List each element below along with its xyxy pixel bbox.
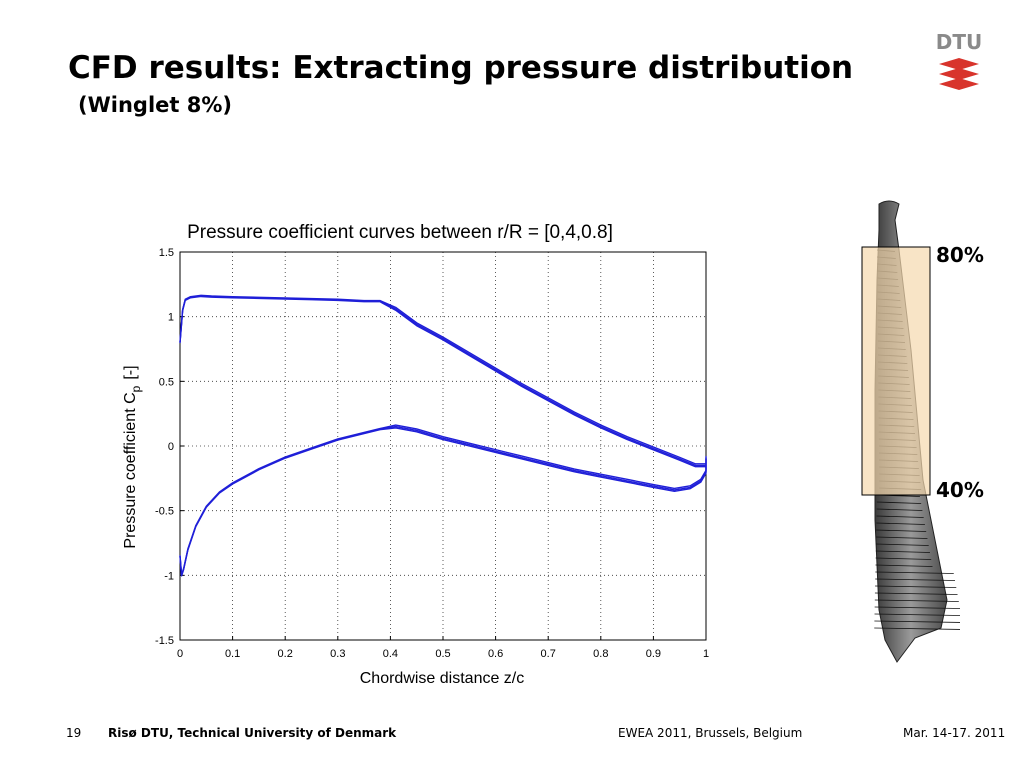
dtu-logo: DTU (934, 30, 984, 94)
highlight-region (861, 246, 931, 496)
x-tick-label: 0.2 (278, 648, 293, 660)
blade-section-line (876, 515, 924, 518)
y-tick-label: -1.5 (155, 635, 174, 647)
x-tick-label: 0.8 (593, 648, 608, 660)
x-tick-label: 0 (177, 648, 183, 660)
blade-section-line (874, 620, 960, 623)
x-tick-label: 0.1 (225, 648, 240, 660)
blade-section-line (876, 522, 925, 525)
x-tick-label: 0.3 (330, 648, 345, 660)
blade-section-line (875, 564, 933, 567)
blade-section-line (876, 508, 923, 511)
chart-title: Pressure coefficient curves between r/R … (187, 222, 613, 243)
slide-subtitle: (Winglet 8%) (78, 93, 232, 117)
x-axis-ticks: 0 0.1 0.2 0.3 0.4 0.5 0.6 0.7 0.8 0.9 1 (177, 636, 709, 660)
suction-side-curve (179, 294, 706, 465)
y-tick-label: 0 (168, 441, 174, 453)
pressure-coefficient-chart: Pressure coefficient curves between r/R … (122, 222, 709, 687)
plot-area-frame (179, 251, 707, 641)
x-tick-label: 0.9 (646, 648, 661, 660)
label-80-percent: 80% (936, 243, 984, 267)
blade-section-line (875, 550, 930, 553)
pressure-side-curve (179, 427, 707, 577)
x-tick-label: 1 (703, 648, 709, 660)
slide-title: CFD results: Extracting pressure distrib… (68, 50, 854, 86)
y-tick-label: -1 (164, 570, 174, 582)
footer-date: Mar. 14-17. 2011 (903, 726, 1006, 740)
y-axis-label-subscript: p (129, 385, 143, 392)
logo-text: DTU (935, 30, 983, 54)
blade-section-line (876, 501, 922, 504)
blade-section-line (875, 571, 954, 574)
y-tick-label: 0.5 (159, 376, 174, 388)
blade-section-line (875, 557, 932, 560)
blade-section-line (876, 536, 928, 539)
blade-section-line (875, 543, 929, 546)
blade-section-line (874, 613, 960, 616)
y-tick-label: 1.5 (159, 247, 174, 259)
x-tick-label: 0.5 (435, 648, 450, 660)
blade-section-line (874, 599, 959, 602)
y-axis-ticks: 1.5 1 0.5 0 -0.5 -1 -1.5 (155, 247, 184, 647)
blade-section-line (874, 592, 958, 595)
y-tick-label: -0.5 (155, 506, 174, 518)
logo-red-bands (939, 58, 979, 90)
footer-event: EWEA 2011, Brussels, Belgium (618, 726, 803, 740)
x-tick-label: 0.6 (488, 648, 503, 660)
x-tick-label: 0.4 (383, 648, 398, 660)
x-axis-label: Chordwise distance z/c (360, 670, 525, 687)
y-axis-label-unit: [-] (122, 365, 139, 379)
label-40-percent: 40% (936, 478, 984, 502)
chart-series (179, 294, 707, 577)
dtu-logo-mark (939, 58, 979, 90)
chart-grid (179, 251, 707, 641)
y-axis-label: Pressure coefficient Cp [-] (122, 365, 143, 548)
blade-section-line (875, 578, 956, 581)
footer-organization: Risø DTU, Technical University of Denmar… (108, 726, 397, 740)
suction-side-curve (179, 295, 706, 468)
blade-geometry-figure (861, 200, 960, 663)
blade-section-line (876, 529, 927, 532)
y-axis-label-main: Pressure coefficient C (122, 392, 139, 548)
blade-section-line (875, 585, 957, 588)
y-tick-label: 1 (168, 312, 174, 324)
page-number: 19 (66, 726, 82, 740)
blade-section-line (874, 606, 960, 609)
blade-section-line (874, 627, 960, 630)
x-tick-label: 0.7 (541, 648, 556, 660)
